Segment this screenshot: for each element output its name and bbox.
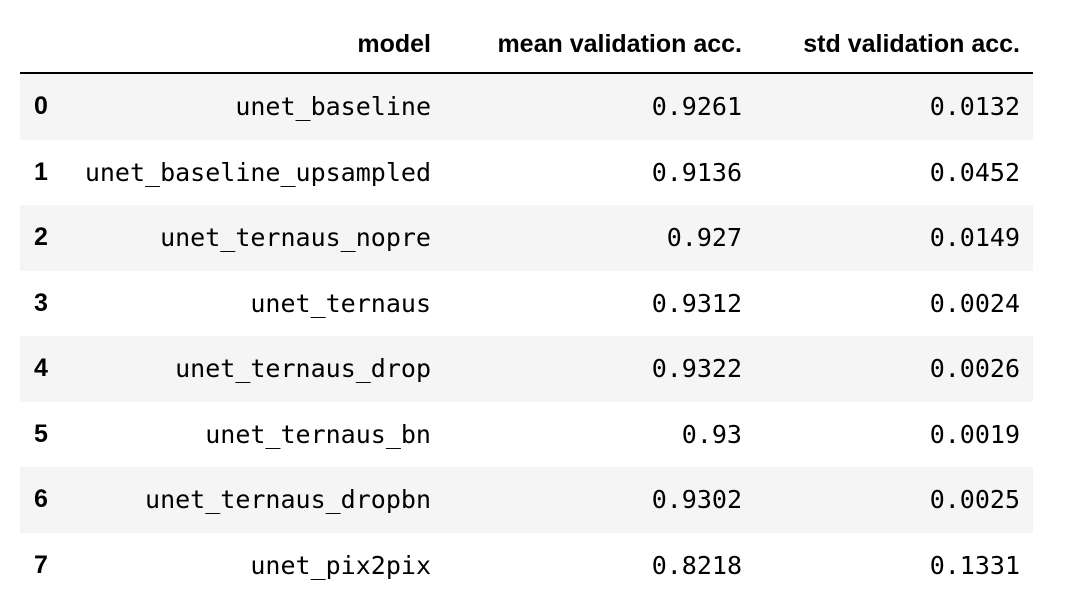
row-spacer [1020, 205, 1033, 271]
std-accuracy-column-header: std validation acc. [742, 16, 1020, 74]
dataframe-output: model mean validation acc. std validatio… [20, 16, 1033, 598]
results-table: model mean validation acc. std validatio… [20, 16, 1033, 598]
mean-accuracy-cell: 0.927 [666, 223, 742, 253]
model-cell: unet_ternaus_nopre [160, 223, 431, 253]
row-spacer [1020, 533, 1033, 599]
row-index: 1 [34, 157, 48, 186]
row-index: 5 [34, 419, 48, 448]
model-cell: unet_pix2pix [250, 550, 431, 580]
table-row: 0 unet_baseline 0.9261 0.0132 [20, 73, 1033, 140]
model-column-header: model [72, 16, 431, 74]
row-spacer [1020, 336, 1033, 402]
header-row: model mean validation acc. std validatio… [20, 16, 1033, 74]
model-cell: unet_baseline [235, 92, 431, 122]
std-accuracy-cell: 0.1331 [929, 550, 1020, 580]
row-index: 3 [34, 288, 48, 317]
std-accuracy-cell: 0.0452 [929, 157, 1020, 187]
row-spacer [1020, 402, 1033, 468]
row-index: 7 [34, 550, 48, 579]
mean-accuracy-cell: 0.9312 [651, 288, 742, 318]
table-row: 3 unet_ternaus 0.9312 0.0024 [20, 270, 1033, 337]
mean-accuracy-cell: 0.9302 [651, 485, 742, 515]
std-accuracy-cell: 0.0026 [929, 354, 1020, 384]
table-body: 0 unet_baseline 0.9261 0.0132 1 unet_bas… [20, 73, 1033, 598]
mean-accuracy-cell: 0.9261 [651, 92, 742, 122]
row-index: 4 [34, 354, 48, 383]
row-spacer [1020, 73, 1033, 140]
header-spacer [1020, 16, 1033, 74]
model-cell: unet_baseline_upsampled [84, 157, 431, 187]
table-row: 6 unet_ternaus_dropbn 0.9302 0.0025 [20, 467, 1033, 533]
row-spacer [1020, 140, 1033, 206]
row-index: 6 [34, 485, 48, 514]
index-header [20, 16, 72, 74]
std-accuracy-cell: 0.0132 [929, 92, 1020, 122]
table-row: 5 unet_ternaus_bn 0.93 0.0019 [20, 401, 1033, 468]
std-accuracy-cell: 0.0025 [929, 485, 1020, 515]
mean-accuracy-cell: 0.8218 [651, 550, 742, 580]
row-index: 2 [34, 223, 48, 252]
std-accuracy-cell: 0.0149 [929, 223, 1020, 253]
row-spacer [1020, 467, 1033, 533]
table-header: model mean validation acc. std validatio… [20, 16, 1033, 74]
row-spacer [1020, 271, 1033, 337]
model-cell: unet_ternaus_dropbn [145, 485, 431, 515]
table-row: 2 unet_ternaus_nopre 0.927 0.0149 [20, 205, 1033, 271]
model-cell: unet_ternaus_drop [175, 354, 431, 384]
model-cell: unet_ternaus_bn [205, 419, 431, 449]
table-row: 7 unet_pix2pix 0.8218 0.1331 [20, 532, 1033, 599]
std-accuracy-cell: 0.0019 [929, 419, 1020, 449]
table-row: 1 unet_baseline_upsampled 0.9136 0.0452 [20, 139, 1033, 206]
mean-accuracy-cell: 0.9322 [651, 354, 742, 384]
std-accuracy-cell: 0.0024 [929, 288, 1020, 318]
model-cell: unet_ternaus [250, 288, 431, 318]
mean-accuracy-cell: 0.93 [681, 419, 742, 449]
table-row: 4 unet_ternaus_drop 0.9322 0.0026 [20, 336, 1033, 402]
mean-accuracy-cell: 0.9136 [651, 157, 742, 187]
row-index: 0 [34, 92, 48, 121]
mean-accuracy-column-header: mean validation acc. [431, 16, 742, 74]
